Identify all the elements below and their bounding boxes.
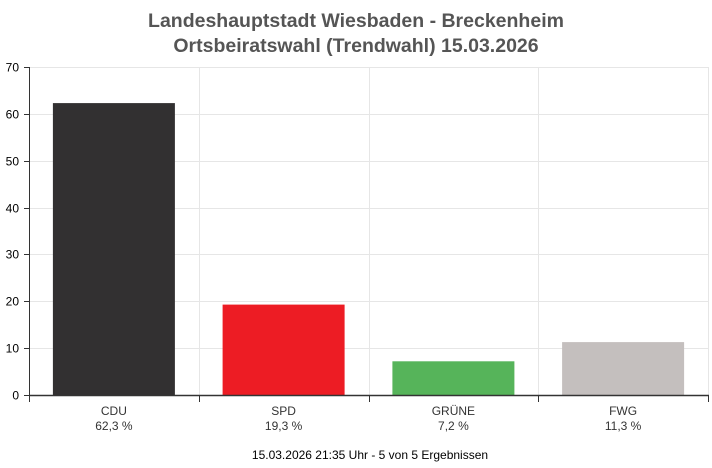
y-tick-label: 40 — [6, 202, 20, 216]
bar-grüne — [392, 361, 515, 395]
y-tick-label: 60 — [6, 108, 20, 122]
value-label: 62,3 % — [95, 419, 133, 433]
category-label: FWG — [609, 404, 637, 418]
chart-title-line-1: Landeshauptstadt Wiesbaden - Breckenheim — [148, 10, 564, 32]
category-label: CDU — [101, 404, 127, 418]
axes — [24, 67, 709, 402]
y-tick-label: 0 — [12, 389, 19, 403]
y-tick-label: 10 — [6, 342, 20, 356]
value-label: 7,2 % — [438, 419, 469, 433]
bar-spd — [222, 304, 345, 395]
category-label: GRÜNE — [432, 404, 475, 418]
category-label: SPD — [271, 404, 296, 418]
chart-footer: 15.03.2026 21:35 Uhr - 5 von 5 Ergebniss… — [251, 448, 489, 462]
y-tick-label: 20 — [6, 295, 20, 309]
y-tick-label: 30 — [6, 248, 20, 262]
chart-title-line-2: Ortsbeiratswahl (Trendwahl) 15.03.2026 — [173, 35, 539, 57]
y-tick-label: 70 — [6, 61, 20, 75]
value-label: 11,3 % — [605, 419, 642, 433]
y-tick-label: 50 — [6, 155, 20, 169]
bars — [52, 103, 685, 395]
value-label: 19,3 % — [265, 419, 303, 433]
bar-cdu — [52, 103, 175, 395]
bar-fwg — [562, 342, 685, 395]
